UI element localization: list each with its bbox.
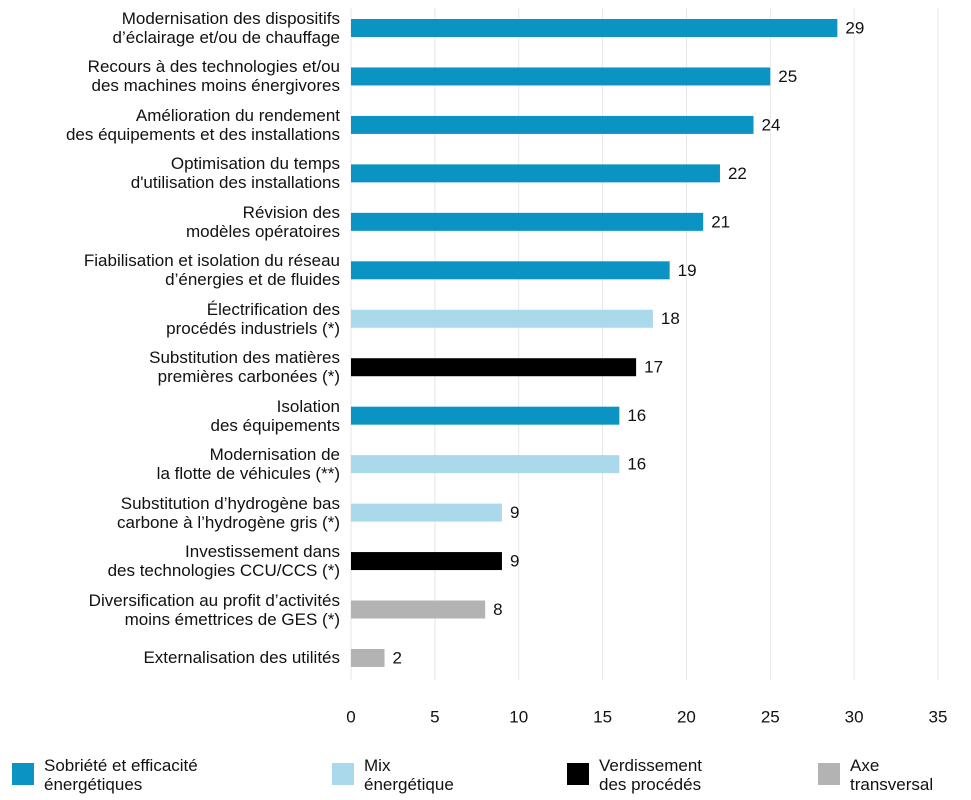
- legend-label: Verdissement des procédés: [599, 756, 702, 794]
- bar: [351, 309, 653, 328]
- category-label: Révision des modèles opératoires: [185, 202, 340, 241]
- x-tick-label: 35: [929, 707, 948, 726]
- bar: [351, 212, 704, 231]
- category-label: Substitution d’hydrogène bas carbone à l…: [116, 493, 340, 532]
- x-tick-label: 20: [677, 707, 696, 726]
- value-label: 22: [728, 164, 747, 183]
- value-label: 17: [644, 358, 663, 377]
- category-label: Diversification au profit d’activités mo…: [88, 590, 340, 629]
- legend-label: Sobriété et efficacité énergétiques: [44, 756, 198, 794]
- category-label: Substitution des matières premières carb…: [149, 348, 340, 387]
- value-label: 9: [510, 552, 519, 571]
- bar: [351, 261, 670, 280]
- category-label: Modernisation des dispositifs d’éclairag…: [112, 9, 340, 47]
- legend-label: Axe transversal: [850, 756, 934, 794]
- category-label: Amélioration du rendement des équipement…: [65, 105, 340, 144]
- category-label: Externalisation des utilités: [143, 648, 340, 668]
- value-label: 18: [661, 309, 680, 328]
- value-label: 8: [493, 600, 502, 619]
- bar: [351, 600, 486, 619]
- legend-swatch: [12, 763, 34, 785]
- category-label: Modernisation de la flotte de véhicules …: [156, 445, 340, 484]
- x-tick-label: 10: [509, 707, 528, 726]
- value-label: 21: [711, 212, 730, 231]
- bar: [351, 358, 637, 377]
- x-tick-label: 30: [845, 707, 864, 726]
- x-tick-label: 0: [346, 707, 355, 726]
- category-label: Investissement dans des technologies CCU…: [107, 542, 340, 581]
- x-tick-label: 5: [430, 707, 439, 726]
- category-label: Recours à des technologies et/ou des mac…: [87, 57, 340, 96]
- category-label: Électrification des procédés industriels…: [166, 299, 340, 338]
- category-label: Isolation des équipements: [210, 396, 340, 435]
- category-label: Optimisation du temps d'utilisation des …: [130, 154, 340, 193]
- legend-swatch: [332, 763, 354, 785]
- legend-swatch: [567, 763, 589, 785]
- bar: [351, 552, 502, 571]
- value-label: 29: [845, 18, 864, 37]
- value-label: 25: [778, 67, 797, 86]
- bar: [351, 648, 385, 667]
- value-label: 16: [627, 455, 646, 474]
- value-label: 2: [393, 648, 402, 667]
- legend-label: Mix énergétique: [364, 756, 454, 794]
- value-label: 24: [762, 115, 781, 134]
- bar: [351, 67, 771, 86]
- value-label: 9: [510, 503, 519, 522]
- bar: [351, 503, 502, 522]
- bar: [351, 115, 754, 134]
- value-label: 19: [678, 261, 697, 280]
- x-tick-label: 15: [593, 707, 612, 726]
- value-label: 16: [627, 406, 646, 425]
- bar: [351, 455, 620, 474]
- legend-swatch: [818, 763, 840, 785]
- bar: [351, 164, 720, 183]
- bar: [351, 19, 838, 37]
- bar: [351, 406, 620, 425]
- category-label: Fiabilisation et isolation du réseau d’é…: [83, 251, 340, 290]
- x-tick-label: 25: [761, 707, 780, 726]
